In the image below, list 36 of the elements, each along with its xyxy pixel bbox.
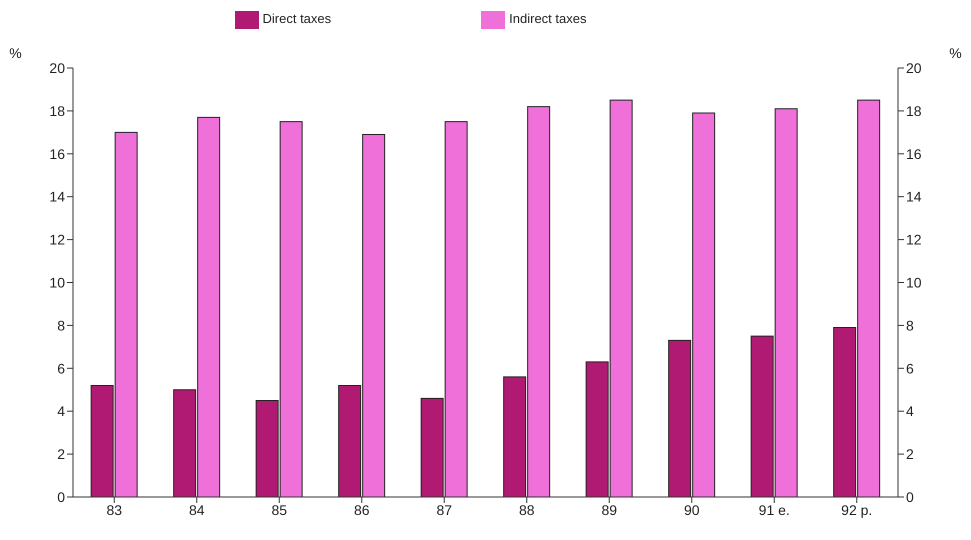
y-tick-label: 8 xyxy=(57,317,66,334)
y2-tick-label: 4 xyxy=(906,403,914,420)
y2-tick-label: 10 xyxy=(906,274,922,290)
y-tick-label: 0 xyxy=(57,488,66,505)
y2-tick-label: 6 xyxy=(906,360,914,376)
y-tick-label: 18 xyxy=(49,102,66,119)
x-tick-label: 87 xyxy=(436,502,452,518)
y-tick-label: 2 xyxy=(57,446,66,462)
y-tick-label: 20 xyxy=(49,60,66,76)
y2-axis-title: % xyxy=(949,45,962,61)
legend-label: Indirect taxes xyxy=(509,11,586,26)
y-tick-label: 10 xyxy=(49,274,66,290)
y2-tick-label: 16 xyxy=(906,146,922,162)
x-tick-label: 88 xyxy=(518,502,535,518)
y2-tick-label: 0 xyxy=(906,488,914,505)
y2-tick-label: 18 xyxy=(906,102,922,119)
y2-tick-label: 8 xyxy=(906,317,914,334)
x-tick-label: 92 p. xyxy=(841,502,872,518)
y2-tick-label: 20 xyxy=(906,60,922,76)
y-tick-label: 12 xyxy=(49,232,66,248)
x-tick-label: 84 xyxy=(188,502,205,518)
legend-label: Direct taxes xyxy=(262,11,332,26)
y2-tick-label: 12 xyxy=(906,232,922,248)
x-tick-label: 85 xyxy=(271,502,288,518)
x-tick-label: 86 xyxy=(354,502,370,518)
x-tick-label: 91 e. xyxy=(758,502,790,518)
y-tick-label: 6 xyxy=(57,360,66,376)
y-axis-title: % xyxy=(9,45,22,61)
y2-tick-label: 2 xyxy=(906,446,914,462)
y2-tick-label: 14 xyxy=(906,188,922,205)
x-tick-label: 83 xyxy=(106,502,122,518)
y-tick-label: 4 xyxy=(57,403,66,420)
y-tick-label: 14 xyxy=(49,188,66,205)
y-tick-label: 16 xyxy=(49,146,66,162)
x-tick-label: 89 xyxy=(601,502,618,518)
x-tick-label: 90 xyxy=(684,502,700,518)
